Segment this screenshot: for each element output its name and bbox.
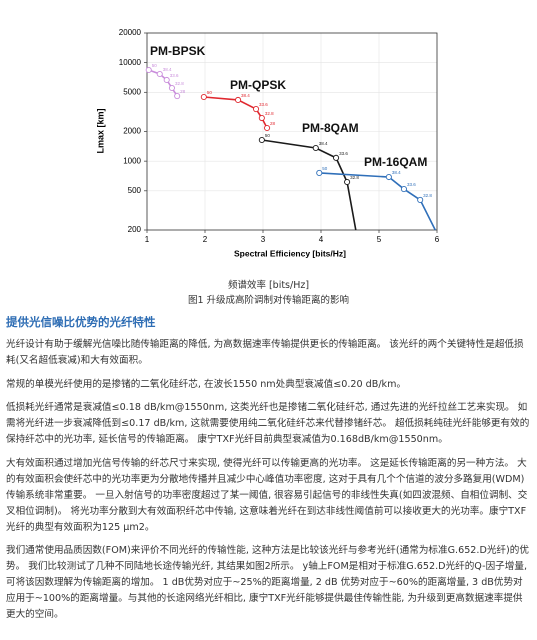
x-tick-label: 5	[377, 235, 382, 244]
data-point	[316, 169, 323, 176]
paragraph: 我们通常使用品质因数(FOM)来评价不同光纤的传输性能, 这种方法是比较该光纤与…	[6, 545, 529, 620]
point-label: 38.4	[163, 67, 172, 72]
y-tick-label: 5000	[123, 87, 141, 96]
chart: Spectral Efficiency [bits/Hz] Lmax [km] …	[95, 28, 440, 258]
x-axis-label: Spectral Efficiency [bits/Hz]	[234, 248, 346, 258]
point-label: 33.6	[407, 182, 416, 187]
data-point	[156, 70, 163, 78]
figure-axis-caption: 频谱效率 [bits/Hz]	[227, 280, 310, 291]
plot-frame	[146, 32, 438, 231]
series-label: PM-QPSK	[230, 78, 286, 92]
x-tick-label: 1	[145, 235, 150, 244]
point-label: 50	[322, 166, 328, 171]
data-point	[252, 106, 260, 113]
section-heading: 提供光信噪比优势的光纤特性	[6, 315, 156, 329]
data-point	[174, 93, 181, 100]
y-tick-label: 500	[128, 186, 142, 195]
point-label: 33.6	[339, 151, 348, 156]
data-point	[200, 93, 207, 101]
paragraph: 大有效面积通过增加光信号传输的纤芯尺寸来实现, 使得光纤可以传输更高的光功率。 …	[6, 458, 528, 533]
paragraph: 常规的单模光纤使用的是掺锗的二氧化硅纤芯, 在波长1550 nm处典型衰减值≤0…	[6, 379, 407, 390]
point-label: 32.8	[423, 193, 432, 198]
data-point	[168, 84, 175, 92]
y-tick-label: 2000	[123, 127, 141, 136]
y-tick-label: 20000	[119, 28, 142, 37]
figure-caption: 图1 升级成高阶调制对传输距离的影响	[187, 295, 350, 306]
paragraph: 光纤设计有助于缓解光信噪比随传输距离的降低, 为高数据速率传输提供更长的传输距离…	[6, 339, 524, 366]
y-tick-label: 1000	[123, 156, 141, 165]
point-label: 50	[152, 63, 158, 68]
series-line	[203, 96, 268, 129]
point-label: 38.4	[319, 141, 328, 146]
point-label: 50	[265, 133, 271, 138]
point-label: 32.8	[265, 111, 274, 116]
point-label: 28	[270, 121, 276, 126]
data-point	[258, 136, 265, 144]
x-tick-label: 2	[203, 235, 208, 244]
point-label: 28	[180, 89, 186, 94]
point-label: 38.4	[392, 170, 401, 175]
series-label: PM-BPSK	[150, 44, 206, 58]
y-tick-label: 200	[128, 225, 142, 234]
y-axis-label: Lmax [km]	[95, 108, 105, 153]
data-point	[235, 96, 242, 104]
data-point	[258, 114, 265, 122]
series-label: PM-8QAM	[302, 121, 359, 135]
data-point	[264, 124, 271, 132]
data-point	[417, 196, 424, 203]
point-label: 50	[207, 90, 213, 95]
x-tick-label: 3	[261, 235, 266, 244]
data-point	[385, 173, 392, 181]
data-point	[344, 178, 351, 186]
x-tick-label: 4	[319, 235, 324, 244]
point-label: 38.4	[241, 93, 250, 98]
data-point	[145, 66, 152, 74]
paragraph: 低损耗光纤通常是衰减值≤0.18 dB/km@1550nm, 这类光纤也是掺锗二…	[6, 402, 530, 445]
point-label: 32.8	[350, 175, 359, 180]
point-label: 32.8	[175, 81, 184, 86]
point-label: 33.6	[170, 73, 179, 78]
point-label: 33.6	[259, 102, 268, 107]
data-point	[333, 154, 340, 161]
data-point	[163, 76, 170, 84]
x-tick-label: 6	[435, 235, 440, 244]
series-label: PM-16QAM	[364, 155, 427, 169]
y-tick-label: 10000	[119, 58, 142, 67]
data-point	[312, 144, 319, 152]
data-point	[400, 185, 407, 193]
